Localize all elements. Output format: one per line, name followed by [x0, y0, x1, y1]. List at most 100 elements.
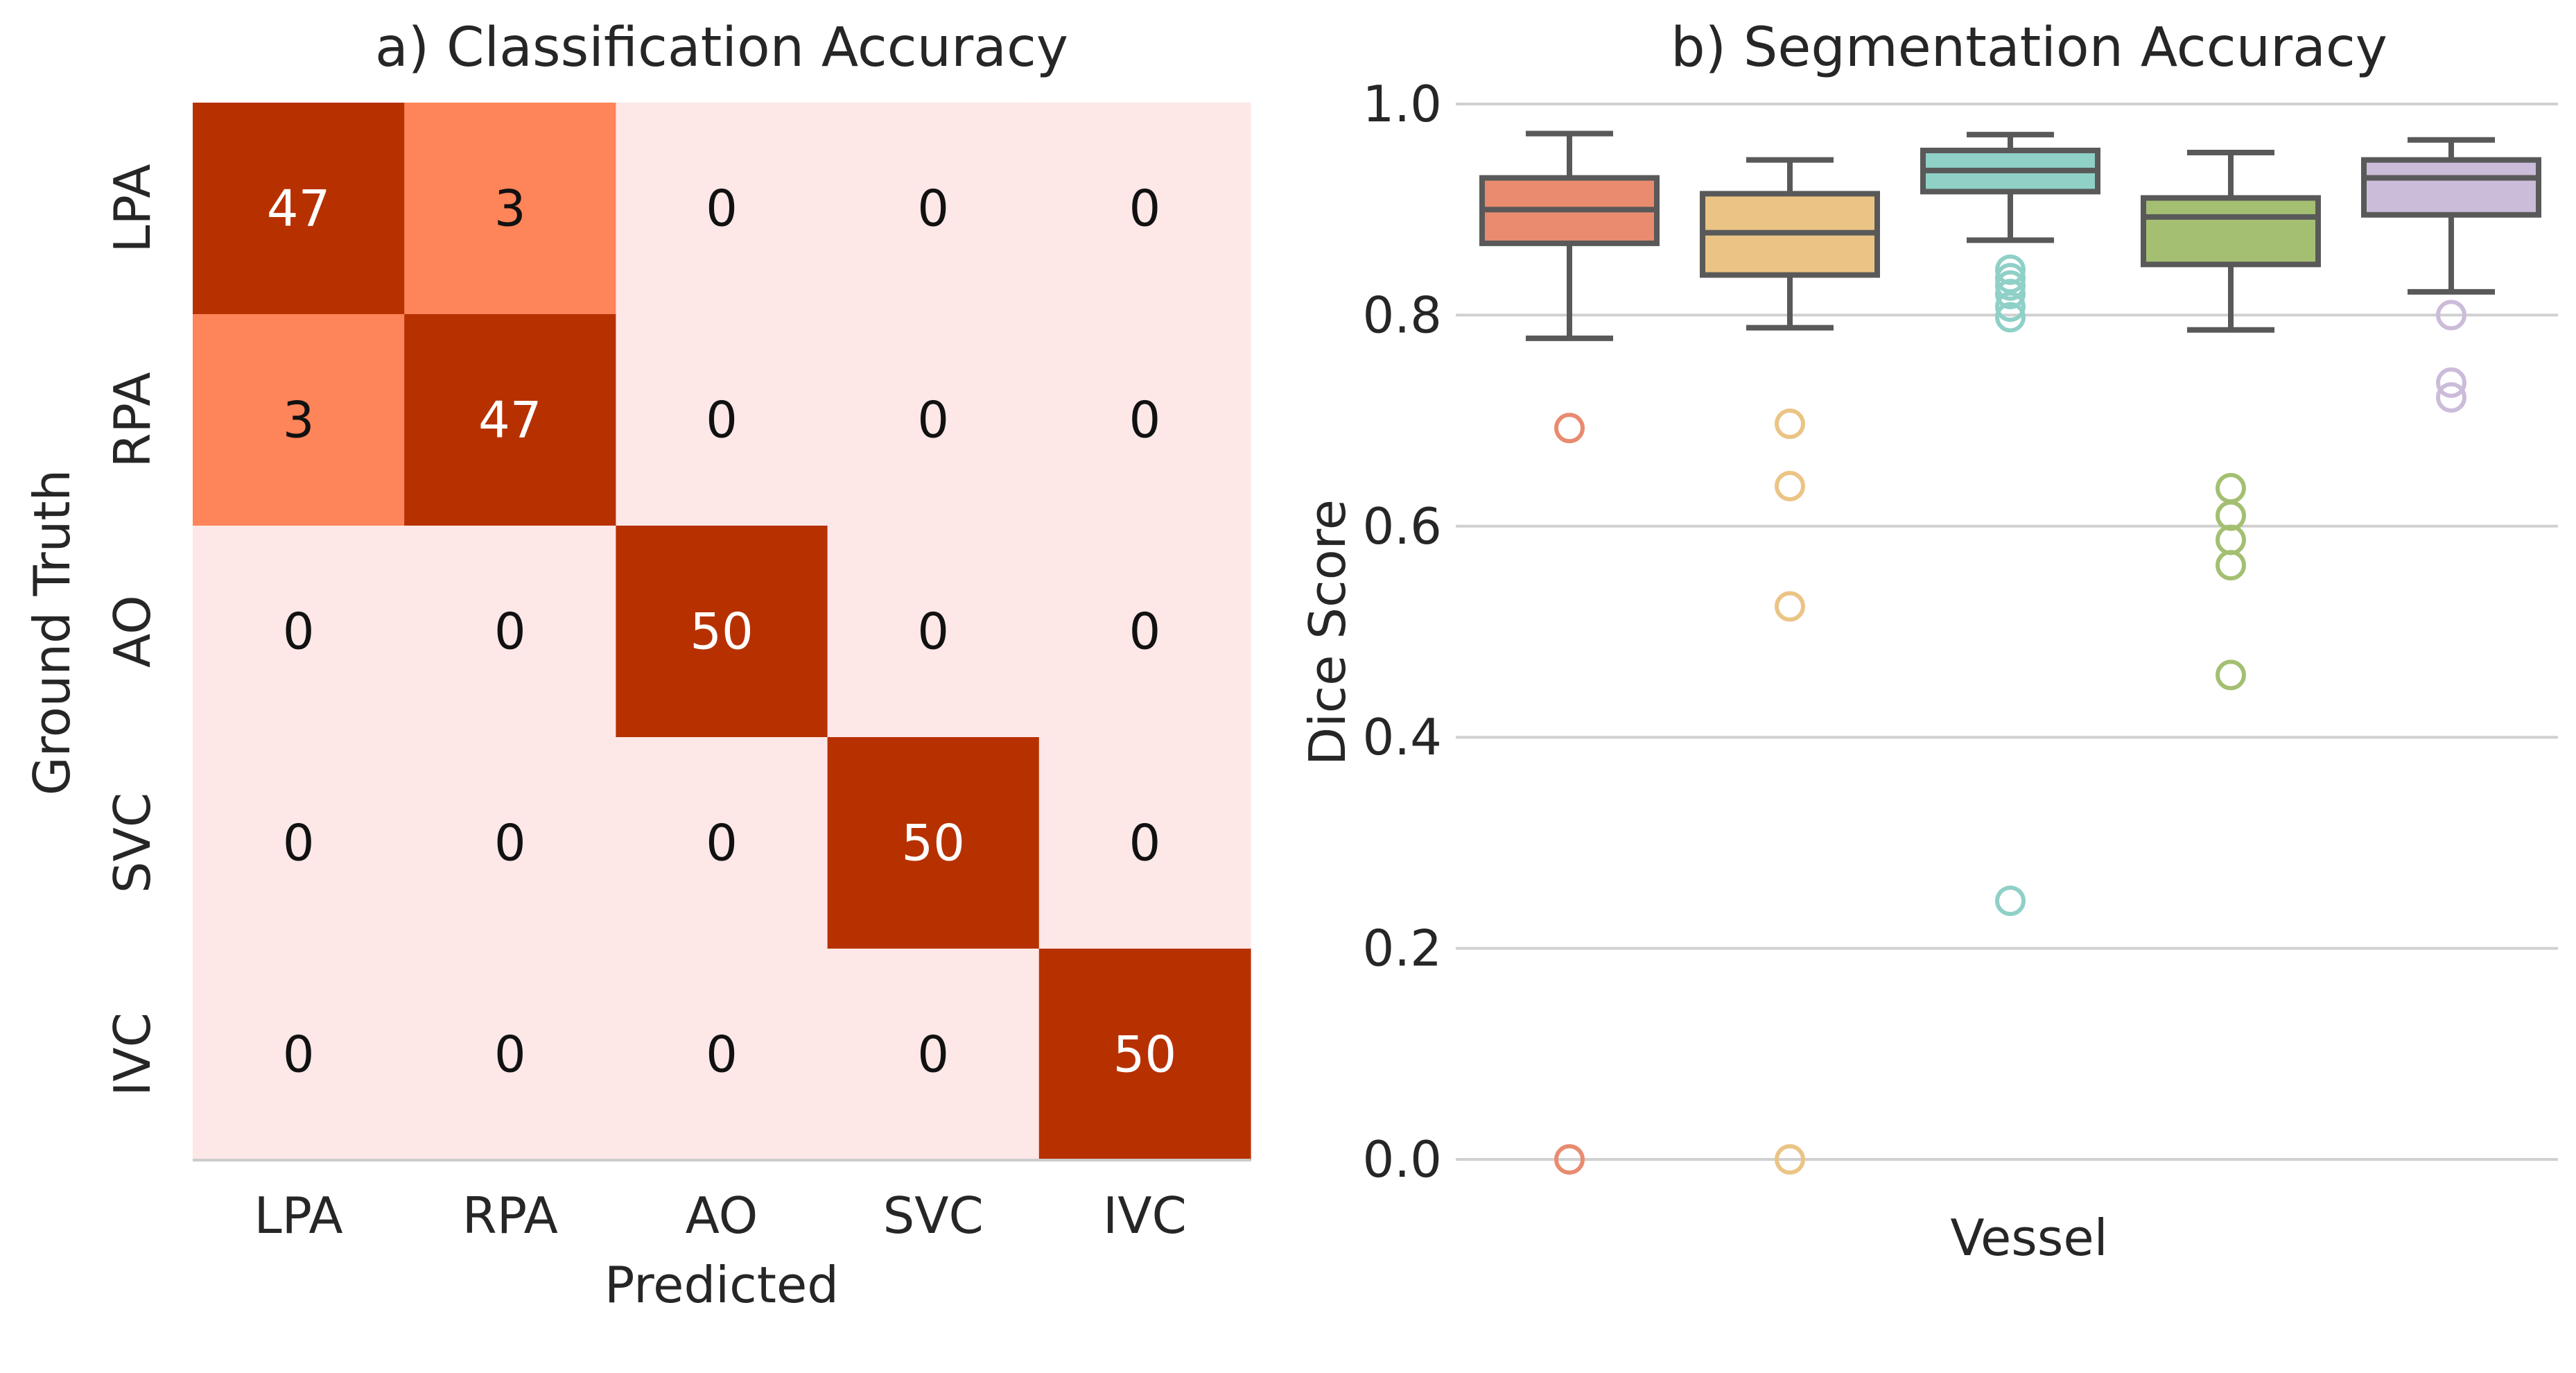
boxplot-title: b) Segmentation Accuracy — [1671, 17, 2387, 79]
boxplot-y-tick-label: 0.4 — [1362, 708, 1442, 766]
heatmap-x-tick-label: IVC — [1103, 1186, 1187, 1245]
heatmap-cell — [404, 314, 616, 526]
outlier-point — [2436, 300, 2466, 331]
heatmap-cell-value: 0 — [706, 180, 738, 238]
heatmap-cell-value: 0 — [283, 814, 315, 872]
heatmap-cell — [1038, 526, 1251, 738]
heatmap-cells: 47 3 0 0 0 3 47 0 0 0 0 0 50 0 0 0 0 0 50 0 0 0 0 0 50 — [193, 103, 1251, 1161]
heatmap-cell — [404, 949, 616, 1161]
boxplot-y-tick-label: 0.0 — [1362, 1130, 1442, 1189]
heatmap-x-tick-label: LPA — [254, 1186, 343, 1245]
heatmap-cell — [827, 737, 1040, 949]
heatmap-cell — [193, 103, 405, 315]
boxplot-y-tick-label: 1.0 — [1362, 75, 1442, 133]
box — [2361, 157, 2541, 218]
box-group — [1920, 132, 2100, 917]
heatmap-cell-value: 0 — [917, 391, 949, 449]
boxplot-y-tick-label: 0.8 — [1362, 286, 1442, 344]
outlier-point — [2216, 659, 2246, 691]
heatmap-cell-value: 0 — [1129, 391, 1160, 449]
outlier-point — [1995, 278, 2026, 309]
boxplot-series — [1479, 130, 2541, 1175]
heatmap-cell-value: 50 — [1113, 1026, 1177, 1084]
heatmap-y-axis-label: Ground Truth — [23, 469, 81, 795]
boxplot-gridlines — [1456, 103, 2558, 1161]
outlier-point — [1554, 413, 1585, 444]
heatmap-cell — [616, 526, 828, 738]
heatmap-cell-value: 0 — [1129, 814, 1160, 872]
heatmap-cell-value: 47 — [267, 180, 331, 238]
heatmap-cell — [616, 737, 828, 949]
heatmap-cell-value: 0 — [706, 391, 738, 449]
heatmap-cell-value: 0 — [494, 814, 526, 872]
heatmap-x-tick-label: SVC — [883, 1186, 984, 1245]
outlier-point — [1995, 291, 2026, 322]
outlier-point — [1554, 1144, 1585, 1175]
heatmap-cell-value: 3 — [283, 391, 315, 449]
heatmap-cell — [827, 103, 1040, 315]
heatmap-cell-value: 0 — [917, 180, 949, 238]
heatmap-cell — [193, 314, 405, 526]
heatmap-cell — [1038, 737, 1251, 949]
boxplot-y-tick-labels: 0.0 0.2 0.4 0.6 0.8 1.0 — [1362, 75, 1442, 1189]
confusion-matrix-panel: a) Classification Accuracy 47 3 0 0 0 3 47 0 0 0 0… — [23, 17, 1251, 1314]
heatmap-cell-value: 0 — [494, 603, 526, 661]
heatmap-cell — [616, 103, 828, 315]
heatmap-cell — [404, 526, 616, 738]
heatmap-cell-value: 47 — [478, 391, 542, 449]
heatmap-cell-value: 0 — [283, 1026, 315, 1084]
heatmap-cell-value: 0 — [1129, 603, 1160, 661]
segmentation-boxplot-panel: b) Segmentation Accuracy 0.0 0.2 0.4 0.6 0.8… — [1298, 17, 2558, 1267]
outlier-point — [1775, 1144, 1805, 1175]
heatmap-cell-value: 3 — [494, 180, 526, 238]
heatmap-y-tick-label: LPA — [103, 164, 162, 252]
heatmap-cell — [1038, 949, 1251, 1161]
box-group — [2361, 137, 2541, 413]
boxplot-x-axis-label: Vessel — [1950, 1209, 2107, 1267]
heatmap-cell-value: 0 — [1129, 180, 1160, 238]
heatmap-cell — [827, 314, 1040, 526]
heatmap-cell-value: 0 — [917, 603, 949, 661]
heatmap-y-tick-label: RPA — [103, 372, 162, 467]
heatmap-cell — [404, 737, 616, 949]
box-group — [2141, 150, 2321, 691]
heatmap-title: a) Classification Accuracy — [375, 17, 1068, 79]
outlier-point — [2436, 382, 2466, 413]
heatmap-cell-value: 0 — [706, 814, 738, 872]
heatmap-cell-value: 0 — [917, 1026, 949, 1084]
boxplot-y-tick-label: 0.6 — [1362, 497, 1442, 555]
heatmap-cell — [404, 103, 616, 315]
heatmap-cell — [827, 949, 1040, 1161]
heatmap-cell-value: 50 — [901, 814, 965, 872]
heatmap-y-tick-label: SVC — [103, 793, 162, 893]
heatmap-cell — [616, 314, 828, 526]
heatmap-cell — [193, 737, 405, 949]
box-group — [1479, 130, 1660, 1175]
heatmap-cell-value: 50 — [690, 603, 754, 661]
outlier-point — [1995, 270, 2026, 301]
heatmap-cell — [1038, 314, 1251, 526]
heatmap-cell — [193, 526, 405, 738]
heatmap-cell-value: 0 — [706, 1026, 738, 1084]
boxplot-y-axis-label: Dice Score — [1298, 499, 1357, 766]
heatmap-cell — [827, 526, 1040, 738]
outlier-point — [1775, 408, 1805, 440]
boxplot-y-tick-label: 0.2 — [1362, 919, 1442, 978]
heatmap-x-axis-label: Predicted — [604, 1256, 839, 1314]
box — [2141, 195, 2321, 268]
outlier-point — [2216, 550, 2246, 581]
outlier-point — [1775, 591, 1805, 622]
outlier-point — [1995, 302, 2026, 333]
heatmap-x-tick-label: AO — [686, 1186, 758, 1245]
heatmap-cell-value: 0 — [283, 603, 315, 661]
outlier-point — [2436, 367, 2466, 398]
heatmap-cell — [193, 949, 405, 1161]
heatmap-cell — [616, 949, 828, 1161]
heatmap-y-tick-label: IVC — [103, 1012, 162, 1096]
outlier-point — [2216, 473, 2246, 504]
heatmap-x-tick-label: RPA — [462, 1186, 558, 1245]
outlier-point — [1775, 470, 1805, 501]
heatmap-y-tick-labels: LPA RPA AO SVC IVC — [103, 164, 162, 1096]
heatmap-y-tick-label: AO — [103, 595, 162, 668]
